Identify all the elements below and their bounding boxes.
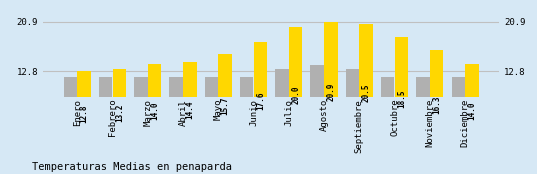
Bar (99, 77, 112, 149)
Text: 16.3: 16.3 (432, 95, 441, 114)
Bar (240, 77, 253, 149)
Bar (346, 69, 359, 149)
Text: 13.2: 13.2 (115, 104, 124, 122)
Bar (381, 77, 394, 149)
Bar (254, 42, 267, 149)
Bar (395, 37, 408, 149)
Bar (219, 54, 232, 149)
Bar (77, 71, 91, 149)
Bar (64, 77, 77, 149)
Bar (148, 64, 161, 149)
Bar (289, 27, 302, 149)
Bar (183, 61, 197, 149)
Bar (205, 77, 218, 149)
Bar (430, 50, 444, 149)
Text: 14.0: 14.0 (468, 102, 476, 120)
Text: 20.0: 20.0 (291, 85, 300, 104)
Bar (359, 24, 373, 149)
Bar (275, 69, 288, 149)
Text: 15.7: 15.7 (221, 97, 230, 115)
Text: 12.8: 12.8 (79, 105, 89, 123)
Text: 20.5: 20.5 (362, 84, 371, 102)
Text: 14.0: 14.0 (150, 102, 159, 120)
Text: 17.6: 17.6 (256, 92, 265, 110)
Bar (416, 77, 430, 149)
Text: Temperaturas Medias en penaparda: Temperaturas Medias en penaparda (32, 162, 232, 172)
Bar (170, 77, 183, 149)
Text: 14.4: 14.4 (185, 101, 194, 119)
Bar (310, 65, 324, 149)
Bar (324, 22, 338, 149)
Bar (134, 77, 148, 149)
Bar (465, 64, 478, 149)
Bar (452, 77, 465, 149)
Text: 20.9: 20.9 (326, 83, 336, 101)
Bar (113, 69, 126, 149)
Text: 18.5: 18.5 (397, 89, 406, 108)
